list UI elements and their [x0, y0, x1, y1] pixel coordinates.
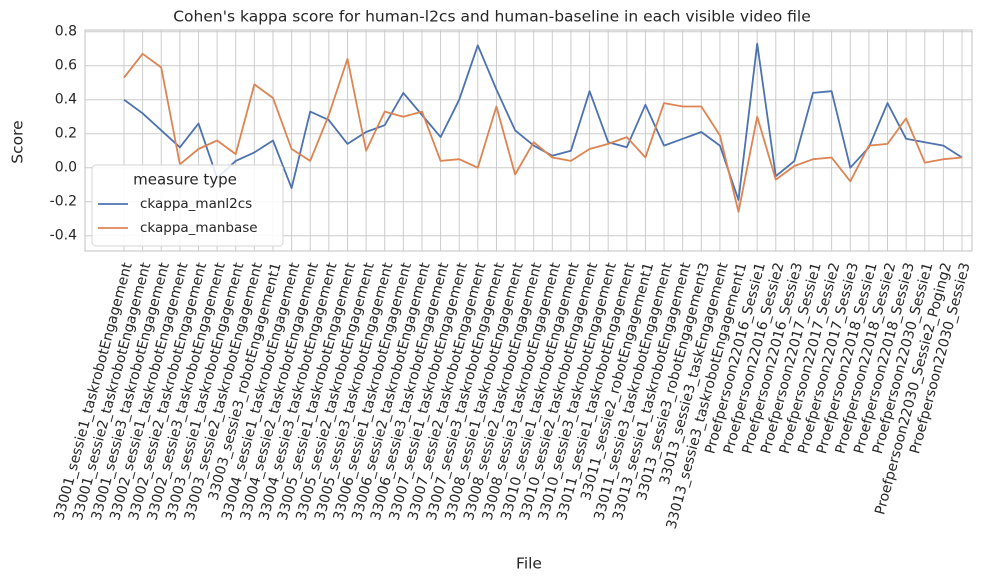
y-tick-label: 0.0 [55, 160, 77, 176]
legend-label: ckappa_manbase [140, 220, 258, 236]
legend: measure type ckappa_manl2cs ckappa_manbase [91, 164, 284, 247]
legend-box [91, 164, 284, 247]
lines [123, 42, 963, 213]
y-tick-label: 0.6 [55, 58, 77, 74]
y-axis-title: Score [9, 120, 27, 163]
chart-title: Cohen's kappa score for human-l2cs and h… [173, 8, 811, 26]
y-tick-label: 0.8 [55, 24, 77, 40]
y-tick-label: -0.2 [50, 194, 77, 210]
legend-title: measure type [133, 171, 237, 189]
x-axis-title: File [516, 555, 542, 573]
plot-frame [84, 29, 973, 252]
y-tick-label: 0.4 [55, 92, 77, 108]
y-tick-label: 0.2 [55, 126, 77, 142]
legend-label: ckappa_manl2cs [140, 196, 252, 212]
series-line [123, 52, 963, 213]
y-tick-label: -0.4 [50, 228, 77, 244]
